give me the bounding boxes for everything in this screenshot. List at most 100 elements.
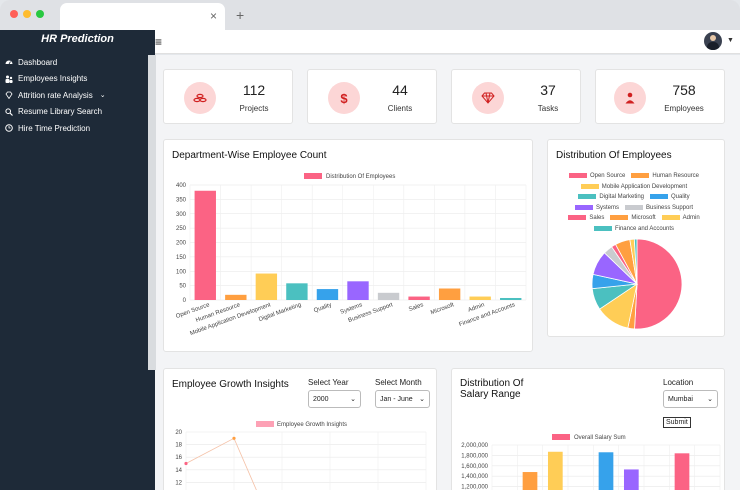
y-tick-label: 400 [176,183,187,189]
growth-title: Employee Growth Insights [172,379,289,390]
legend-swatch [650,194,668,199]
legend-swatch [580,183,599,189]
pie-legend-systems[interactable]: Systems [574,204,619,211]
pie-slice-open-source [634,238,683,330]
legend-swatch [256,421,274,427]
legend-label: Open Source [589,173,626,180]
y-tick-label: 50 [179,284,186,290]
bar-human-resource [225,294,247,300]
new-tab-button[interactable]: + [236,7,245,23]
salary-title-line1: Distribution Of [460,378,524,389]
select-year-label: Select Year [308,378,349,387]
tasks-label: Tasks [537,104,559,113]
employees-label: Employees [664,104,704,113]
dept-legend-label: Distribution Of Employees [326,174,395,180]
pie-legend-open-source[interactable]: Open Source [568,173,626,180]
y-tick-label: 150 [176,255,187,261]
salary-bar [522,472,538,490]
y-tick-label: 250 [176,226,187,232]
sidebar-item-label: Attrition rate Analysis [18,90,93,100]
pie-legend-human-resource[interactable]: Human Resource [631,173,699,179]
salary-card: Distribution Of Salary Range Location Mu… [451,368,725,490]
pie-legend-digital-marketing[interactable]: Digital Marketing [578,194,644,200]
tab-close-icon[interactable]: × [209,9,217,23]
close-window-button[interactable] [10,10,18,18]
x-tick-label: Quality [313,302,333,314]
salary-legend-label: Overall Salary Sum [574,435,626,441]
pie-legend-business-support[interactable]: Business Support [624,204,693,211]
x-tick-label: Microsoft [430,302,455,316]
location-select[interactable]: Mumbai ⌄ [663,390,718,408]
y-tick-label: 200 [176,241,187,247]
pie-legend-quality[interactable]: Quality [650,194,690,200]
y-tick-label: 350 [176,197,187,203]
pie-legend-microsoft[interactable]: Microsoft [610,215,656,221]
scrollbar[interactable] [148,55,156,370]
caret-down-icon[interactable]: ▼ [727,37,734,44]
pie-legend-row: Sales Microsoft Admin [548,215,726,221]
sidebar-item-resume-search[interactable]: Resume Library Search [0,104,155,121]
sidebar-item-label: Hire Time Prediction [18,123,91,133]
bar-business-support [377,292,400,300]
pie-legend-mobile-application-development[interactable]: Mobile Application Development [580,183,687,190]
tasks-count: 37 [540,82,556,98]
growth-legend-label: Employee Growth Insights [277,422,347,428]
sidebar: HR Prediction Dashboard Employees Insigh… [0,30,155,490]
topbar: ≡ ▼ [155,30,740,54]
people-icon [5,75,13,83]
location-select-value: Mumbai [668,395,693,403]
growth-card: Employee Growth Insights Select Year 200… [163,368,437,490]
chevron-down-icon: ⌄ [419,396,425,403]
legend-swatch [574,204,593,210]
y-tick-label: 12 [175,480,182,486]
y-tick-label: 16 [175,455,182,461]
clients-count: 44 [392,82,408,98]
pie-chart-card: Distribution Of Employees Open Source Hum… [547,139,725,337]
pie-legend-sales[interactable]: Sales [568,215,604,221]
chevron-down-icon[interactable]: ⌄ [99,92,106,100]
gem-icon [472,82,504,114]
bar-digital-marketing [286,283,308,300]
y-tick-label: 1,200,000 [461,485,488,490]
dept-chart-title: Department-Wise Employee Count [172,150,327,161]
year-select-value: 2000 [313,395,329,403]
x-tick-label: Finance and Accounts [458,302,516,328]
month-select[interactable]: Jan - June ⌄ [375,390,430,408]
pie-legend-row: Digital Marketing Quality [548,194,726,200]
dept-bar-chart: Distribution Of Employees 0 50 100 150 200 25… [175,173,527,337]
legend-swatch [624,204,643,210]
pie-legend-admin[interactable]: Admin [661,215,700,221]
employees-count: 758 [672,82,696,98]
legend-label: Human Resource [652,173,700,180]
dept-chart-card: Department-Wise Employee Count Distribut… [163,139,533,352]
legend-swatch [578,194,597,199]
browser-tab[interactable]: × [60,3,225,30]
avatar[interactable] [704,32,722,50]
menu-toggle-icon[interactable]: ≡ [155,35,163,49]
pie-legend-row: Open Source Human Resource [548,173,726,179]
bar-admin [469,296,491,300]
minimize-window-button[interactable] [23,10,31,18]
y-tick-label: 18 [175,443,182,449]
stat-card-employees: 758 Employees [595,69,725,124]
legend-swatch [568,173,587,178]
sidebar-item-dashboard[interactable]: Dashboard [0,54,155,71]
month-select-value: Jan - June [380,395,413,403]
year-select[interactable]: 2000 ⌄ [308,390,361,408]
pie-chart-title: Distribution Of Employees [556,150,672,161]
salary-bar [598,452,614,490]
salary-title-line2: Salary Range [460,389,521,400]
pie-legend-finance-and-accounts[interactable]: Finance and Accounts [593,225,674,232]
chevron-down-icon: ⌄ [707,396,713,403]
sidebar-item-employees-insights[interactable]: Employees Insights [0,71,155,88]
legend-label: Systems [595,204,619,211]
salary-bar [623,469,639,490]
sidebar-item-hire-time[interactable]: Hire Time Prediction [0,120,155,137]
legend-swatch [610,215,629,220]
projects-count: 112 [242,82,266,98]
sidebar-item-attrition[interactable]: Attrition rate Analysis ⌄ [0,87,155,104]
legend-swatch [304,173,322,179]
submit-button[interactable]: Submit [663,417,691,428]
y-tick-label: 1,600,000 [461,464,488,470]
maximize-window-button[interactable] [36,10,44,18]
